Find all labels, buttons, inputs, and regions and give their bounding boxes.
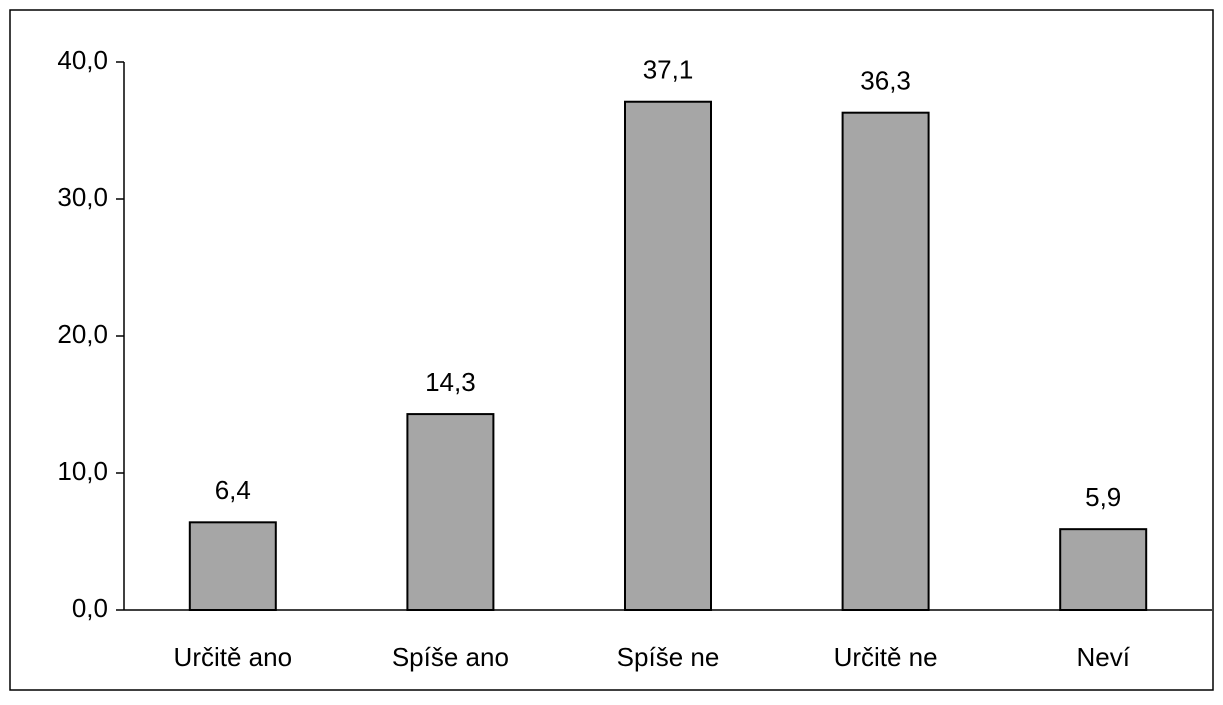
y-tick-label: 40,0: [57, 45, 108, 75]
x-tick-label: Spíše ne: [617, 642, 720, 672]
y-tick-label: 10,0: [57, 456, 108, 486]
y-tick-label: 0,0: [72, 593, 108, 623]
value-label: 36,3: [860, 66, 911, 96]
x-tick-label: Neví: [1076, 642, 1130, 672]
value-label: 14,3: [425, 367, 476, 397]
value-label: 6,4: [215, 475, 251, 505]
x-tick-label: Určitě ne: [834, 642, 938, 672]
y-tick-label: 20,0: [57, 319, 108, 349]
value-label: 37,1: [643, 55, 694, 85]
y-tick-label: 30,0: [57, 182, 108, 212]
x-tick-label: Spíše ano: [392, 642, 509, 672]
x-tick-label: Určitě ano: [174, 642, 293, 672]
value-label: 5,9: [1085, 482, 1121, 512]
bar: [406, 413, 495, 611]
bar: [624, 100, 712, 611]
bar: [841, 111, 930, 611]
bar: [188, 521, 277, 612]
bar: [1059, 528, 1148, 611]
